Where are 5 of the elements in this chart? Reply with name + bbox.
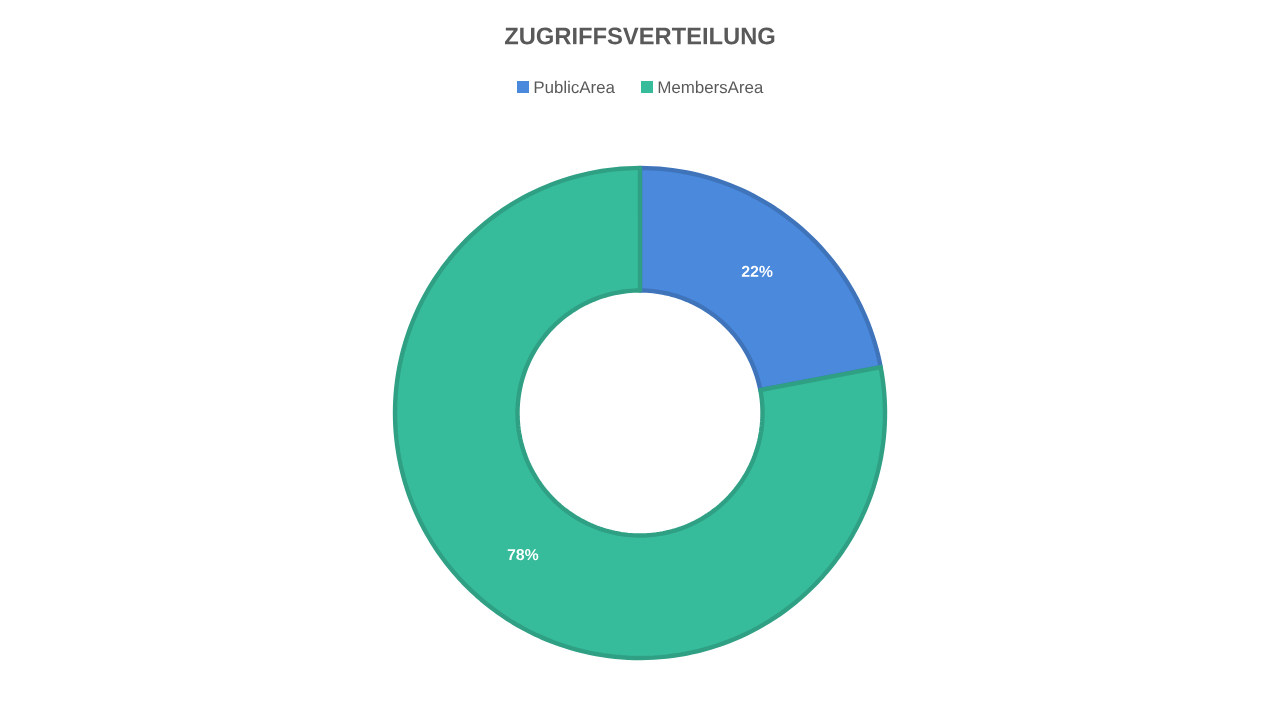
legend-label: PublicArea [534,80,615,94]
data-label: 78% [507,548,539,561]
data-label: 22% [741,265,773,277]
chart-title: ZUGRIFFSVERTEILUNG [504,27,775,45]
legend-label: MembersArea [658,80,764,94]
